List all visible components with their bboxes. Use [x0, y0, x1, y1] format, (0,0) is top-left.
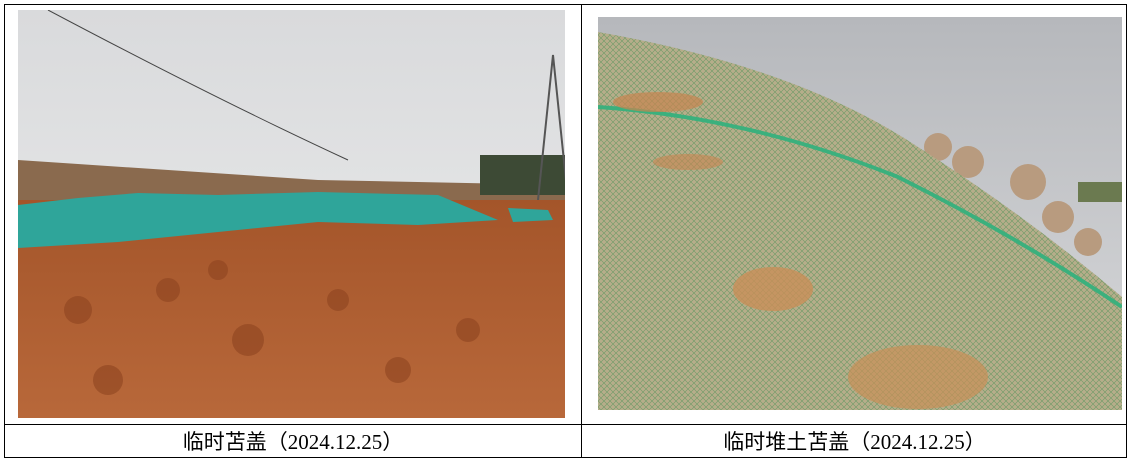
table-border — [4, 4, 1127, 458]
photo-temporary-cover — [18, 10, 565, 418]
row-divider — [4, 424, 1127, 425]
photo-stockpile-cover — [598, 17, 1122, 410]
caption: 临时苫盖（2024.12.25） — [182, 430, 404, 454]
caption: 临时堆土苫盖（2024.12.25） — [723, 430, 986, 454]
cell-divider — [581, 4, 582, 458]
